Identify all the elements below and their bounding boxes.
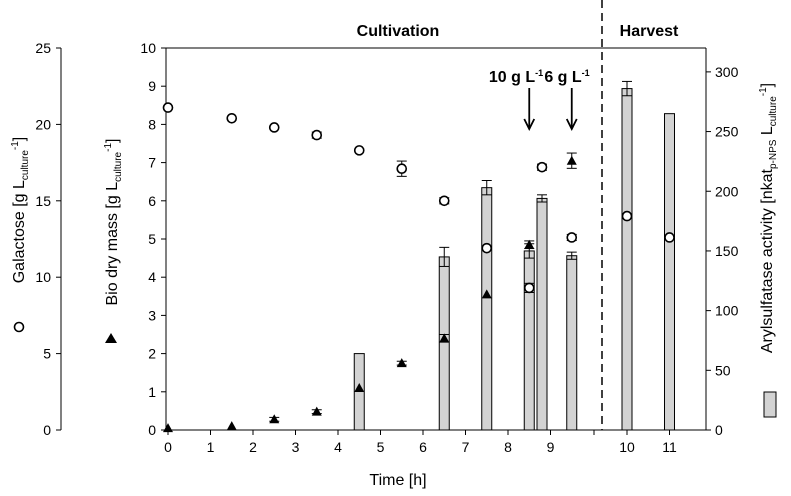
annotation-arrow-head <box>565 118 578 132</box>
x-tick-label: 2 <box>249 439 257 455</box>
annotation-arrow-head <box>523 118 536 132</box>
arylsulfatase-tick-label: 300 <box>715 64 739 80</box>
biomass-tick-label: 8 <box>148 116 156 132</box>
galactose-tick-label: 0 <box>43 422 51 438</box>
galactose-tick-label: 25 <box>35 40 51 56</box>
galactose-point <box>226 112 238 124</box>
arylsulfatase-bar <box>523 250 535 431</box>
biomass-point <box>269 414 280 424</box>
legend-biomass-symbol <box>105 333 117 343</box>
x-tick-label: 3 <box>292 439 300 455</box>
biomass-tick-label: 0 <box>148 422 156 438</box>
section-label-harvest: Harvest <box>620 23 679 40</box>
x-tick-label: 9 <box>547 439 555 455</box>
x-tick-label: 8 <box>504 439 512 455</box>
x-tick-label: 11 <box>662 439 677 455</box>
x-tick-label: 6 <box>419 439 427 455</box>
biomass-point <box>226 421 237 431</box>
galactose-tick-label: 20 <box>35 116 51 132</box>
arylsulfatase-bar <box>481 187 493 431</box>
arylsulfatase-bar <box>438 256 450 431</box>
biomass-tick-label: 4 <box>148 269 156 285</box>
galactose-point <box>311 129 323 141</box>
arylsulfatase-bar <box>664 113 675 431</box>
x-tick-label: 7 <box>462 439 470 455</box>
biomass-point <box>163 423 173 433</box>
biomass-point <box>354 382 365 392</box>
plot-frame <box>56 0 711 435</box>
x-tick-label: 1 <box>207 439 215 455</box>
arylsulfatase-axis-label: Arylsulfatase activity [nkatp-NPS Lcultu… <box>758 83 779 353</box>
galactose-point <box>353 145 365 156</box>
section-label-cultivation: Cultivation <box>357 23 440 40</box>
galactose-point <box>268 122 280 133</box>
biomass-tick-label: 2 <box>148 346 156 362</box>
biomass-tick-label: 3 <box>148 307 156 323</box>
arylsulfatase-bar <box>566 255 578 431</box>
biomass-tick-label: 5 <box>148 231 156 247</box>
galactose-tick-label: 15 <box>35 193 51 209</box>
annotation-6g: 6 g L-1 <box>544 68 589 86</box>
galactose-axis-label: Galactose [g Lculture-1] <box>10 137 31 284</box>
arylsulfatase-tick-label: 250 <box>715 124 739 140</box>
biomass-axis-label: Bio dry mass [g Lculture-1] <box>103 139 124 306</box>
arylsulfatase-tick-label: 150 <box>715 243 739 259</box>
galactose-point <box>621 210 633 222</box>
galactose-tick-label: 10 <box>35 269 51 285</box>
svg-text:6 g L-1: 6 g L-1 <box>544 68 589 86</box>
galactose-point <box>664 232 675 243</box>
galactose-point <box>536 161 548 173</box>
biomass-tick-label: 9 <box>148 78 156 94</box>
legend-arylsulfatase-symbol <box>763 391 777 418</box>
annotation-10g: 10 g L-1 <box>489 68 543 86</box>
markers <box>162 88 675 433</box>
galactose-point <box>162 102 174 113</box>
galactose-point <box>566 232 578 243</box>
arylsulfatase-tick-label: 0 <box>715 422 723 438</box>
x-tick-label: 4 <box>334 439 342 455</box>
biomass-tick-label: 10 <box>140 40 156 56</box>
svg-text:10 g L-1: 10 g L-1 <box>489 68 543 86</box>
biomass-point <box>524 239 535 249</box>
x-tick-label: 10 <box>619 439 635 455</box>
biomass-point <box>566 155 577 165</box>
biomass-point <box>481 289 492 299</box>
arylsulfatase-bars <box>353 80 675 431</box>
axes-text: 0510152025012345678910050100150200250300… <box>35 40 738 455</box>
galactose-point <box>396 163 408 175</box>
galactose-point <box>438 195 450 207</box>
arylsulfatase-tick-label: 200 <box>715 183 739 199</box>
biomass-tick-label: 1 <box>148 384 156 400</box>
biomass-tick-label: 7 <box>148 155 156 171</box>
x-axis-label: Time [h] <box>369 472 426 489</box>
galactose-point <box>523 282 535 294</box>
x-tick-label: 0 <box>164 439 172 455</box>
biomass-point <box>311 406 322 416</box>
arylsulfatase-tick-label: 100 <box>715 303 739 319</box>
arylsulfatase-tick-label: 50 <box>715 362 731 378</box>
legend-galactose-symbol <box>13 321 25 333</box>
galactose-tick-label: 5 <box>43 346 51 362</box>
galactose-point <box>481 242 493 254</box>
biomass-tick-label: 6 <box>148 193 156 209</box>
x-tick-label: 5 <box>377 439 385 455</box>
biomass-point <box>396 358 407 368</box>
arylsulfatase-bar <box>536 197 548 431</box>
arylsulfatase-bar <box>621 88 633 431</box>
biomass-point <box>439 333 450 343</box>
